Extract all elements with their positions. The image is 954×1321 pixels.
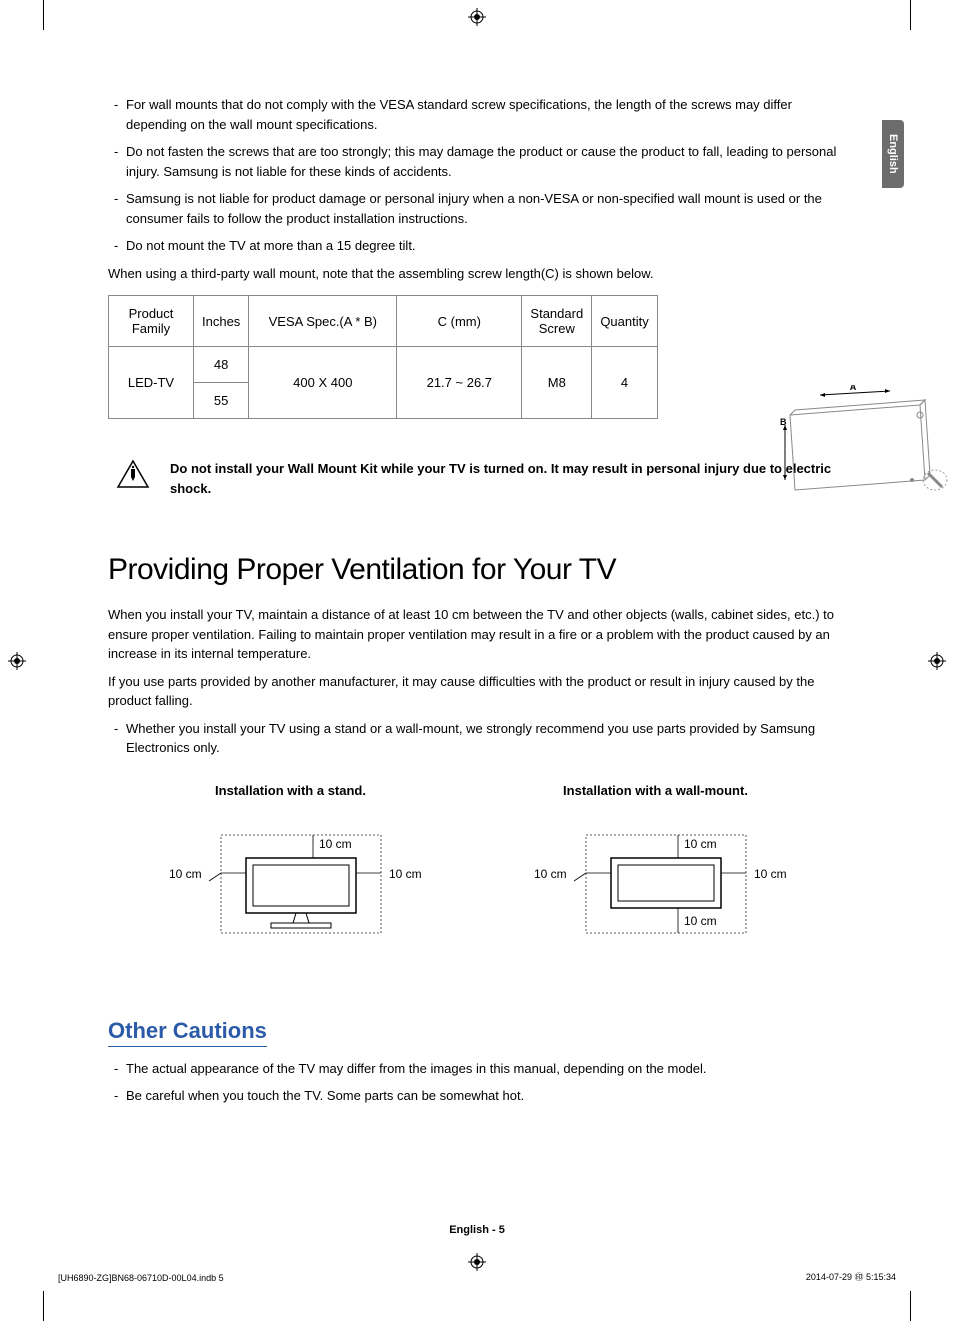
table-cell-qty: 4 [592,347,657,419]
label-10cm: 10 cm [534,867,567,881]
crop-mark [43,1291,44,1321]
table-cell-vesa: 400 X 400 [249,347,397,419]
stand-installation-diagram: 10 cm 10 cm 10 cm [141,813,441,948]
list-item: Do not mount the TV at more than a 15 de… [108,236,838,256]
section-heading-ventilation: Providing Proper Ventilation for Your TV [108,553,838,587]
label-10cm: 10 cm [754,867,787,881]
bullet-list-ventilation: Whether you install your TV using a stan… [108,719,838,758]
table-header: Standard Screw [522,296,592,347]
diagram-title: Installation with a stand. [141,783,441,798]
diagram-stand: Installation with a stand. 10 cm 10 cm [141,783,441,953]
label-10cm: 10 cm [169,867,202,881]
warning-triangle-icon [116,459,150,489]
table-header-row: Product Family Inches VESA Spec.(A * B) … [109,296,658,347]
registration-mark-icon [8,652,26,670]
list-item: Do not fasten the screws that are too st… [108,142,838,181]
bullet-list-cautions: The actual appearance of the TV may diff… [108,1059,838,1106]
body-text: If you use parts provided by another man… [108,672,838,711]
body-text: When using a third-party wall mount, not… [108,264,838,284]
crop-mark [910,1291,911,1321]
label-10cm: 10 cm [684,914,717,928]
bullet-list-top: For wall mounts that do not comply with … [108,95,838,256]
label-a: A [850,385,857,392]
subsection-heading-cautions: Other Cautions [108,1018,267,1047]
label-10cm: 10 cm [319,837,352,851]
list-item: Be careful when you touch the TV. Some p… [108,1086,838,1106]
table-cell-family: LED-TV [109,347,194,419]
footer-filename: [UH6890-ZG]BN68-06710D-00L04.indb 5 [58,1273,224,1283]
wall-bracket-diagram: A B [780,385,950,500]
table-cell-c: 21.7 ~ 26.7 [397,347,522,419]
spec-table: Product Family Inches VESA Spec.(A * B) … [108,295,658,419]
label-b: B [780,417,787,427]
table-cell-inches: 55 [194,383,249,419]
table-cell-screw: M8 [522,347,592,419]
table-header: Quantity [592,296,657,347]
table-row: LED-TV 48 400 X 400 21.7 ~ 26.7 M8 4 [109,347,658,383]
registration-mark-icon [468,1253,486,1271]
list-item: For wall mounts that do not comply with … [108,95,838,134]
table-header: C (mm) [397,296,522,347]
crop-mark [910,0,911,30]
registration-mark-icon [468,8,486,26]
crop-mark [43,0,44,30]
language-tab: English [882,120,904,188]
table-cell-inches: 48 [194,347,249,383]
diagram-title: Installation with a wall-mount. [506,783,806,798]
page-number: English - 5 [449,1224,505,1236]
warning-block: Do not install your Wall Mount Kit while… [108,459,838,498]
table-header: Inches [194,296,249,347]
footer-timestamp: 2014-07-29 ㊞ 5:15:34 [806,1270,896,1283]
label-10cm: 10 cm [389,867,422,881]
list-item: Samsung is not liable for product damage… [108,189,838,228]
diagram-section: Installation with a stand. 10 cm 10 cm [108,783,838,953]
list-item: Whether you install your TV using a stan… [108,719,838,758]
table-header: VESA Spec.(A * B) [249,296,397,347]
body-text: When you install your TV, maintain a dis… [108,605,838,664]
list-item: The actual appearance of the TV may diff… [108,1059,838,1079]
label-10cm: 10 cm [684,837,717,851]
wallmount-installation-diagram: 10 cm 10 cm 10 cm 10 cm [506,813,806,948]
registration-mark-icon [928,652,946,670]
diagram-wallmount: Installation with a wall-mount. 10 cm 10… [506,783,806,953]
warning-text: Do not install your Wall Mount Kit while… [170,459,838,498]
page-body: For wall mounts that do not comply with … [108,95,838,1114]
table-header: Product Family [109,296,194,347]
